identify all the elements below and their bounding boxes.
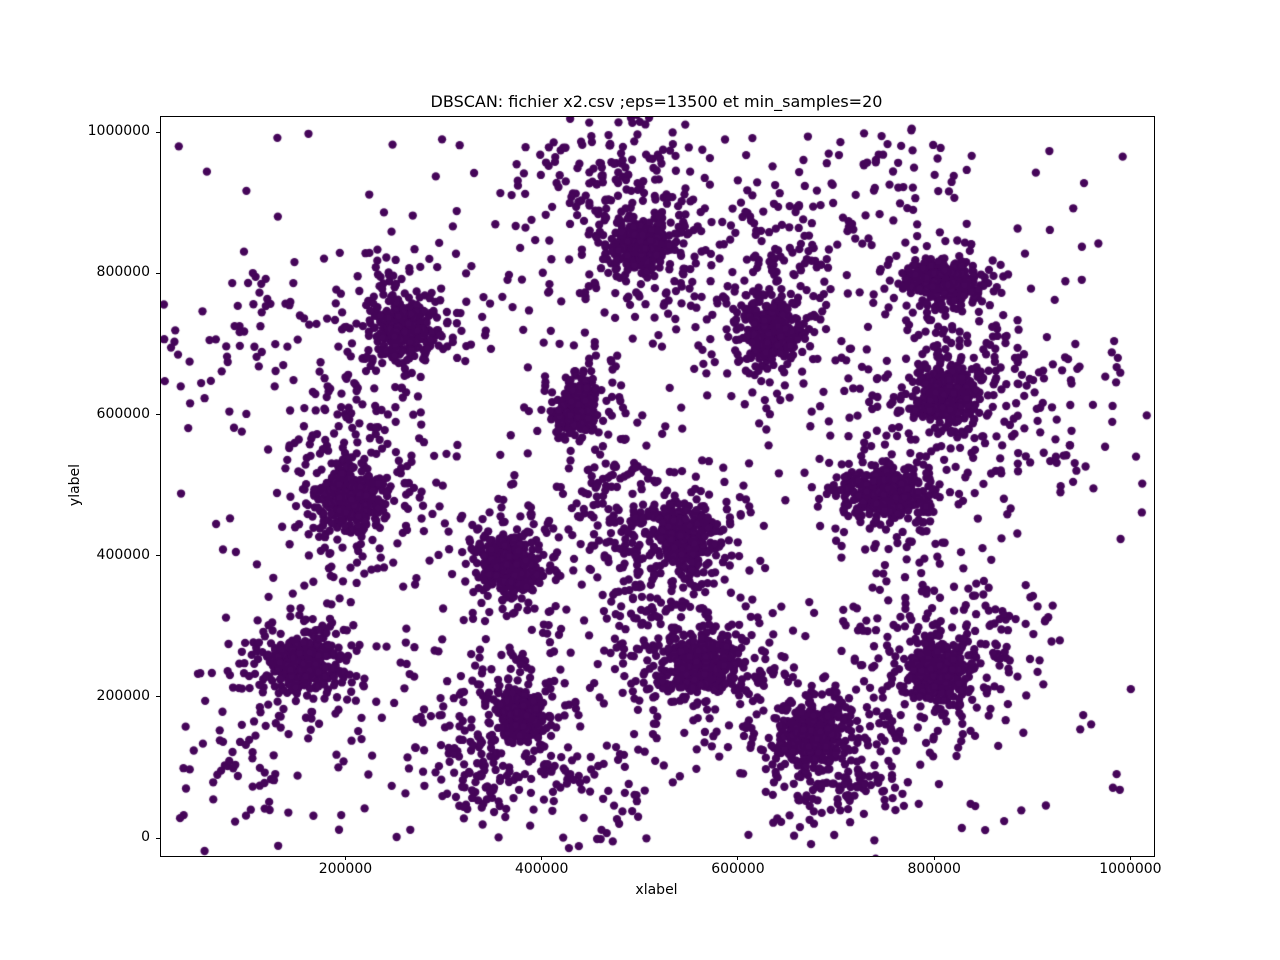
x-tick-label: 800000: [907, 861, 961, 877]
y-tick: [156, 414, 160, 416]
scatter-canvas: [161, 117, 1154, 856]
x-tick-label: 600000: [711, 861, 765, 877]
y-tick: [156, 837, 160, 839]
y-tick-label: 1000000: [87, 123, 150, 140]
y-tick-label: 200000: [96, 687, 150, 704]
axes-box: [160, 116, 1155, 857]
x-tick: [933, 856, 935, 860]
y-tick: [156, 696, 160, 698]
y-tick-label: 600000: [96, 405, 150, 422]
y-axis-label: ylabel: [67, 463, 83, 507]
x-tick-label: 200000: [318, 861, 373, 877]
x-axis-label: xlabel: [635, 882, 678, 898]
x-tick: [1129, 856, 1131, 860]
x-tick: [344, 856, 346, 860]
x-tick: [541, 856, 543, 860]
y-tick: [156, 555, 160, 557]
x-tick-label: 400000: [514, 861, 569, 877]
y-tick-label: 800000: [96, 264, 150, 281]
y-tick-label: 400000: [96, 546, 150, 563]
y-tick: [156, 131, 160, 133]
x-tick-label: 1000000: [1099, 861, 1162, 877]
x-tick: [737, 856, 739, 860]
y-tick: [156, 272, 160, 274]
plot-title: DBSCAN: fichier x2.csv ;eps=13500 et min…: [430, 92, 883, 111]
y-tick-label: 0: [141, 829, 150, 846]
